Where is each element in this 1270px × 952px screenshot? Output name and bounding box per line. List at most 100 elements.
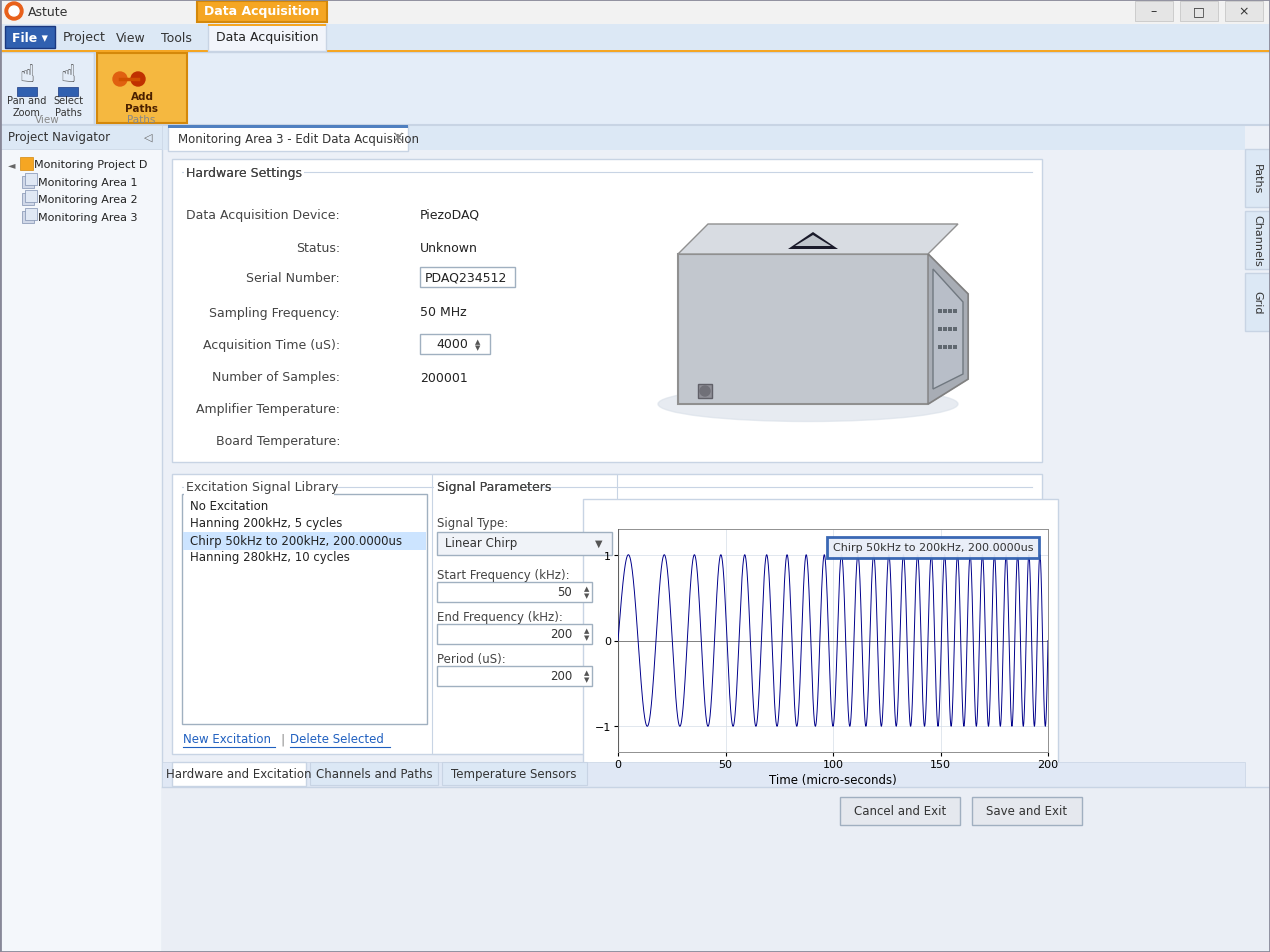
Bar xyxy=(171,160,1041,463)
Text: –: – xyxy=(1151,6,1157,18)
Text: Status:: Status: xyxy=(296,241,340,254)
Text: PiezoDAQ: PiezoDAQ xyxy=(420,208,480,221)
Bar xyxy=(1245,274,1270,331)
Bar xyxy=(420,268,516,288)
Text: ▲: ▲ xyxy=(584,669,589,675)
Text: Channels: Channels xyxy=(1252,215,1262,267)
Text: Save and Exit: Save and Exit xyxy=(987,804,1068,818)
Bar xyxy=(0,126,163,952)
Circle shape xyxy=(9,7,19,17)
Bar xyxy=(58,88,77,97)
Circle shape xyxy=(113,73,127,87)
Bar xyxy=(437,583,592,603)
Text: 200: 200 xyxy=(550,670,572,683)
Bar xyxy=(22,194,34,206)
Text: No Excitation: No Excitation xyxy=(190,500,268,513)
Polygon shape xyxy=(933,269,963,389)
Bar xyxy=(171,474,1041,754)
Text: 50: 50 xyxy=(558,585,572,599)
Bar xyxy=(184,481,334,497)
Bar xyxy=(171,763,306,786)
Bar xyxy=(1226,2,1262,22)
Text: ☝: ☝ xyxy=(61,63,76,87)
Bar xyxy=(5,27,55,49)
Text: Hanning 280kHz, 10 cycles: Hanning 280kHz, 10 cycles xyxy=(190,551,349,564)
Text: Temperature Sensors: Temperature Sensors xyxy=(451,767,577,781)
Bar xyxy=(22,177,34,188)
Bar xyxy=(952,346,958,349)
Text: Number of Samples:: Number of Samples: xyxy=(212,371,340,384)
Text: Monitoring Area 2: Monitoring Area 2 xyxy=(38,195,137,205)
Text: Hanning 200kHz, 5 cycles: Hanning 200kHz, 5 cycles xyxy=(190,517,343,530)
Text: 200001: 200001 xyxy=(420,371,467,384)
Bar xyxy=(197,2,326,23)
Text: View: View xyxy=(34,115,60,125)
Text: ▼: ▼ xyxy=(584,634,589,641)
Text: Board Temperature:: Board Temperature: xyxy=(216,435,340,448)
Polygon shape xyxy=(678,255,968,405)
Bar xyxy=(0,25,1270,53)
Text: ▼: ▼ xyxy=(584,676,589,683)
Text: Add
Paths: Add Paths xyxy=(126,92,159,113)
Text: ▲: ▲ xyxy=(584,585,589,591)
Text: ☝: ☝ xyxy=(19,63,34,87)
Text: Amplifier Temperature:: Amplifier Temperature: xyxy=(196,403,340,416)
Text: Pan and
Zoom: Pan and Zoom xyxy=(8,96,47,118)
Text: Astute: Astute xyxy=(28,7,69,19)
Bar xyxy=(97,54,187,124)
Bar xyxy=(947,327,952,331)
Bar xyxy=(947,309,952,313)
Text: Project Navigator: Project Navigator xyxy=(8,131,110,145)
Bar xyxy=(420,335,490,355)
Text: Serial Number:: Serial Number: xyxy=(246,271,340,285)
Polygon shape xyxy=(795,236,831,247)
Text: Monitoring Project D: Monitoring Project D xyxy=(34,160,147,169)
Bar xyxy=(437,666,592,686)
Bar xyxy=(434,480,525,495)
Bar xyxy=(698,385,712,399)
Bar xyxy=(437,625,592,645)
Bar xyxy=(583,500,1058,767)
Bar xyxy=(1180,2,1218,22)
Text: 4000: 4000 xyxy=(436,338,467,351)
Text: Period (uS):: Period (uS): xyxy=(437,652,505,664)
Text: PDAQ234512: PDAQ234512 xyxy=(425,271,508,285)
Text: Paths: Paths xyxy=(127,115,155,125)
Bar xyxy=(437,532,612,555)
Text: Delete Selected: Delete Selected xyxy=(290,733,384,745)
Bar xyxy=(25,208,37,221)
Bar xyxy=(939,346,942,349)
Bar xyxy=(0,51,1270,53)
Bar xyxy=(168,126,408,129)
Text: Acquisition Time (uS):: Acquisition Time (uS): xyxy=(203,338,340,351)
Text: View: View xyxy=(116,31,146,45)
Bar xyxy=(1245,149,1270,208)
Polygon shape xyxy=(787,232,838,249)
Text: Select
Paths: Select Paths xyxy=(53,96,83,118)
Text: 50 MHz: 50 MHz xyxy=(420,307,466,319)
Bar xyxy=(939,309,942,313)
Bar xyxy=(944,327,947,331)
Bar xyxy=(184,166,304,182)
Bar xyxy=(944,346,947,349)
Text: Sampling Frequency:: Sampling Frequency: xyxy=(210,307,340,319)
Bar xyxy=(163,151,1245,927)
Bar xyxy=(944,309,947,313)
Circle shape xyxy=(131,73,145,87)
Text: Excitation Signal Library: Excitation Signal Library xyxy=(185,481,338,494)
Text: Hardware Settings: Hardware Settings xyxy=(185,167,302,179)
Text: New Excitation: New Excitation xyxy=(183,733,271,745)
Bar xyxy=(17,88,37,97)
Text: Chirp 50kHz to 200kHz, 200.0000us: Chirp 50kHz to 200kHz, 200.0000us xyxy=(190,534,403,547)
Bar xyxy=(168,126,408,151)
Text: Monitoring Area 1: Monitoring Area 1 xyxy=(38,178,137,188)
Text: Hardware and Excitation: Hardware and Excitation xyxy=(166,767,311,781)
X-axis label: Time (micro-seconds): Time (micro-seconds) xyxy=(770,773,897,786)
Bar xyxy=(310,763,438,785)
Bar xyxy=(208,25,326,27)
Text: Project: Project xyxy=(64,31,105,45)
Text: Grid: Grid xyxy=(1252,291,1262,314)
Text: Signal Type:: Signal Type: xyxy=(437,516,508,529)
Text: ▼: ▼ xyxy=(584,592,589,599)
Text: Signal Parameters: Signal Parameters xyxy=(437,481,551,494)
